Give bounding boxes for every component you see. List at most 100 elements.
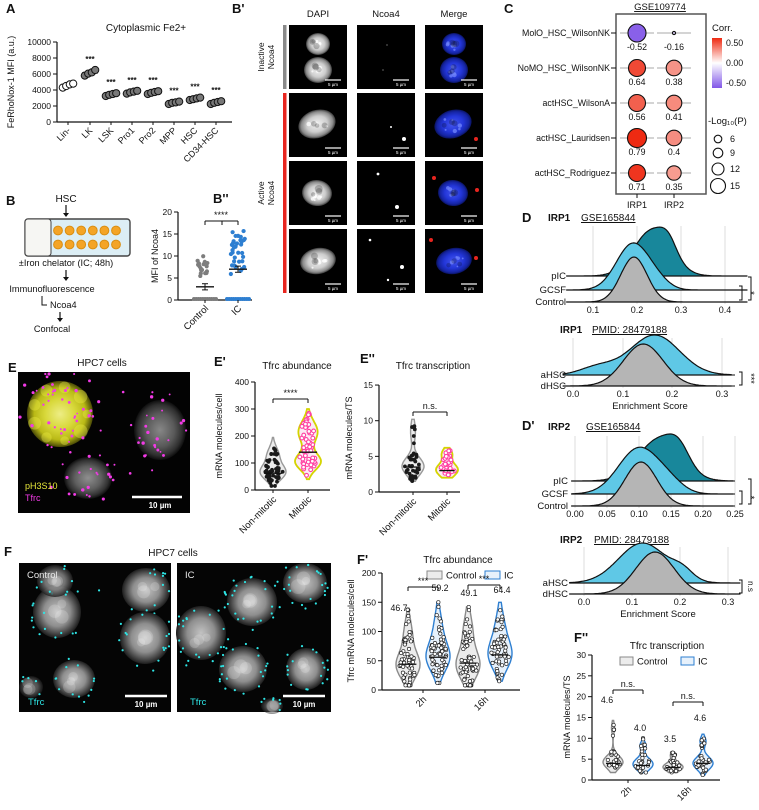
data-point [301,432,307,438]
data-point [412,424,417,429]
data-point [671,755,676,761]
x-tick: 0.00 [566,509,584,519]
tfrc-spot [179,421,183,425]
row-label: MolO_HSC_WilsonNK [522,28,610,38]
shape [311,266,314,269]
data-point [264,464,269,469]
shape [233,659,248,674]
tfrc-spot [63,565,66,568]
tfrc-spot [287,583,291,586]
tfrc-spot [161,409,164,412]
label: 0.00 [726,58,743,68]
tfrc-spot [317,571,320,574]
tfrc-spot [70,579,74,583]
data-point [69,79,78,88]
cell-nucleus [442,33,466,55]
data-point [438,465,444,470]
y-tick: 4000 [32,85,51,95]
scale-bar-label: 5 µm [396,82,406,87]
cell-nucleus [440,57,468,83]
shape [444,128,447,131]
label: Confocal [34,324,70,334]
tfrc-spot [32,602,35,605]
significance: n.s. [423,401,438,411]
shape [452,40,460,48]
significance: n.s. [681,691,696,701]
corr-value: 0.56 [628,112,645,122]
shape [452,72,456,76]
shape [309,38,316,45]
tfrc-spot [270,612,273,615]
corr-value: 0.4 [668,147,680,157]
size-legend-dot [711,162,725,176]
y-tick: 15 [163,229,173,239]
panel-label-d: D [522,210,532,225]
data-point [407,471,412,476]
data-point [412,457,417,462]
row-group-label: Ncoa4 [266,44,276,69]
shape [441,122,447,128]
data-point [496,644,501,650]
tfrc-spot [182,619,185,622]
density-curve [566,256,748,303]
data-point [439,663,444,668]
shape [319,195,323,199]
data-point [498,608,503,613]
tfrc-spot [47,421,51,425]
plot-box [615,13,707,195]
legend-label: IC [504,571,514,582]
shape [73,424,88,439]
tfrc-spot [68,440,71,443]
data-point [702,741,707,746]
data-point [410,666,415,671]
data-point [495,650,500,655]
tfrc-spot [106,463,109,467]
tfrc-spot [71,632,74,635]
data-point [437,652,443,657]
data-point [609,749,614,754]
cell [219,646,267,692]
x-category: Mitotic [287,494,314,521]
tfrc-spot [266,662,269,665]
data-point [462,677,467,682]
data-point [275,479,279,484]
data-point [499,672,504,677]
scale-bar-label: 5 µm [328,286,338,291]
cell [261,698,283,714]
ncoa4-punctum [474,137,478,141]
tfrc-spot [167,645,171,648]
data-point [306,428,312,434]
tfrc-spot [321,682,324,685]
shape [28,416,42,430]
tfrc-spot [219,646,223,649]
data-point [677,763,682,768]
tfrc-spot [161,574,165,577]
cell [227,578,277,626]
significance: *** [106,78,116,87]
y-axis-label: Tfrc mRNA molecules/cell [346,579,356,682]
shape [311,120,317,127]
well-cell [99,239,110,250]
tfrc-spot [125,633,128,636]
tfrc-spot [164,647,167,650]
data-point [496,637,501,642]
shape [267,700,280,713]
data-point [500,624,505,629]
x-tick: 0.15 [662,509,680,519]
tfrc-spot [236,618,240,621]
panel-label-b: B [6,193,16,208]
data-point [409,654,414,659]
shape [451,119,454,122]
data-point [299,423,305,429]
scale-bar-label: 10 µm [149,501,172,510]
data-point [641,765,646,770]
row-group-label: Inactive [256,42,266,72]
data-point [468,638,473,643]
data-point [154,87,163,96]
tfrc-spot [284,566,288,569]
tfrc-spot [250,575,253,578]
tfrc-spot [111,478,115,482]
significance: *** [169,87,179,96]
tfrc-spot [233,589,236,592]
